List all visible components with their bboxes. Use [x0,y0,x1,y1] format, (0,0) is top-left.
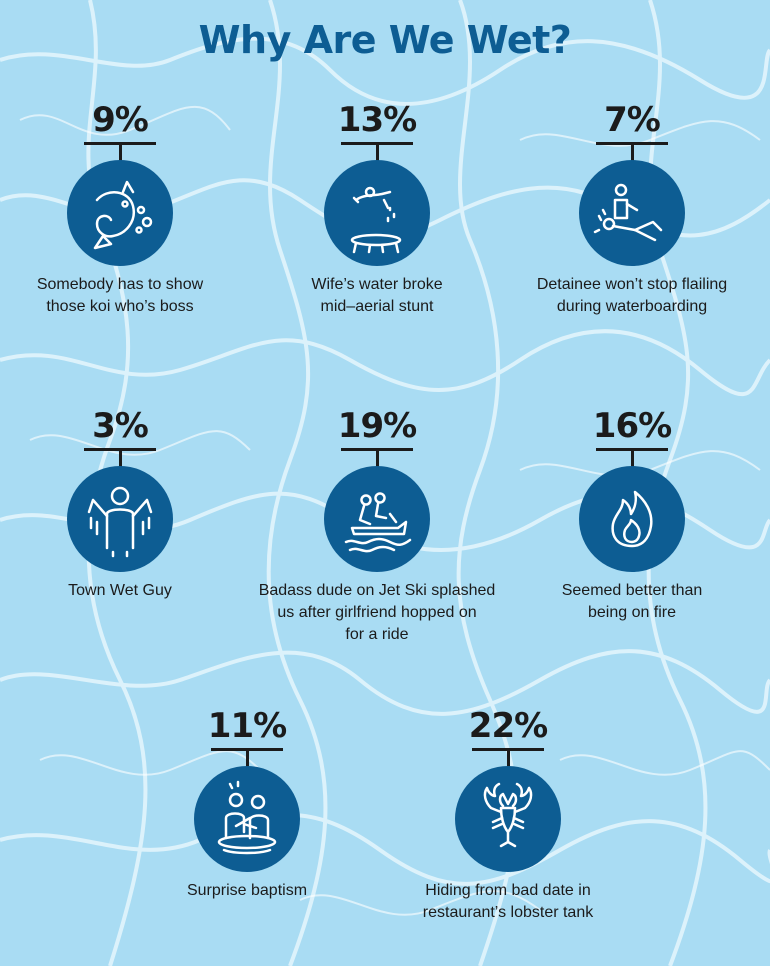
stat-label: Detainee won’t stop flailing during wate… [492,274,770,318]
flame-icon [611,490,653,548]
stat-item-waterboarding: 7% Detainee won’t stop flailing during w… [512,100,752,340]
icon-circle [579,466,685,572]
icon-circle [67,466,173,572]
icon-circle [455,766,561,872]
stat-value: 22% [468,706,548,746]
value-bar [341,448,413,451]
stat-value: 16% [592,406,672,446]
label-line: Detainee won’t stop flailing [536,276,728,293]
label-line: mid–aerial stunt [320,298,434,315]
jet-ski-icon [344,492,412,553]
label-line: Badass dude on Jet Ski splashed [258,582,496,599]
value-bar [211,748,283,751]
value-stem [631,144,634,162]
label-line: Surprise baptism [186,882,308,899]
label-line: Somebody has to show [36,276,204,293]
stat-label: Hiding from bad date in restaurant’s lob… [368,880,648,924]
label-line: Wife’s water broke [311,276,443,293]
value-stem [119,450,122,468]
stat-value: 3% [92,406,149,446]
value-stem [631,450,634,468]
stat-value: 9% [92,100,149,140]
stat-item-on-fire: 16% Seemed better than being on fire [512,406,752,646]
stat-label: Surprise baptism [107,880,387,902]
value-bar [596,142,668,145]
stat-label: Badass dude on Jet Ski splashed us after… [237,580,517,646]
stat-item-baptism: 11% Surprise baptism [127,706,367,946]
trampoline-diver-icon [350,186,402,254]
label-line: during waterboarding [556,298,708,315]
icon-circle [194,766,300,872]
icon-circle [324,466,430,572]
value-stem [507,750,510,768]
stat-item-water-broke: 13% Wife’s water broke mid–aerial stunt [257,100,497,340]
stat-value: 7% [604,100,661,140]
stat-item-lobster-tank: 22% Hiding from bad date in restaurant’s… [388,706,628,946]
value-bar [84,448,156,451]
label-line: for a ride [345,626,409,643]
dripping-person-icon [87,486,153,558]
label-line: being on fire [587,604,677,621]
stat-item-town-wet-guy: 3% Town Wet Guy [0,406,240,646]
label-line: us after girlfriend hopped on [277,604,477,621]
value-bar [472,748,544,751]
stat-item-jet-ski: 19% Badass dude on Jet Ski splashed us a… [257,406,497,646]
stat-label: Wife’s water broke mid–aerial stunt [237,274,517,318]
label-line: Town Wet Guy [68,582,172,599]
value-bar [596,448,668,451]
icon-circle [324,160,430,266]
stat-label: Town Wet Guy [0,580,260,602]
stat-value: 13% [337,100,417,140]
chart-title: Why Are We Wet? [198,18,572,62]
label-line: Seemed better than [561,582,703,599]
waterboarding-icon [593,183,663,242]
value-stem [246,750,249,768]
baptism-icon [217,780,277,855]
stat-item-koi: 9% Somebody has to show those koi who’s … [0,100,240,340]
value-stem [119,144,122,162]
value-bar [84,142,156,145]
label-line: Hiding from bad date in [425,882,591,899]
stat-label: Seemed better than being on fire [492,580,770,624]
icon-circle [67,160,173,266]
value-stem [376,144,379,162]
lobster-icon [483,782,533,848]
value-stem [376,450,379,468]
label-line: restaurant’s lobster tank [422,904,594,921]
stat-value: 11% [207,706,287,746]
icon-circle [579,160,685,266]
fish-icon [93,180,153,250]
stat-value: 19% [337,406,417,446]
stat-label: Somebody has to show those koi who’s bos… [0,274,260,318]
value-bar [341,142,413,145]
label-line: those koi who’s boss [46,298,194,315]
